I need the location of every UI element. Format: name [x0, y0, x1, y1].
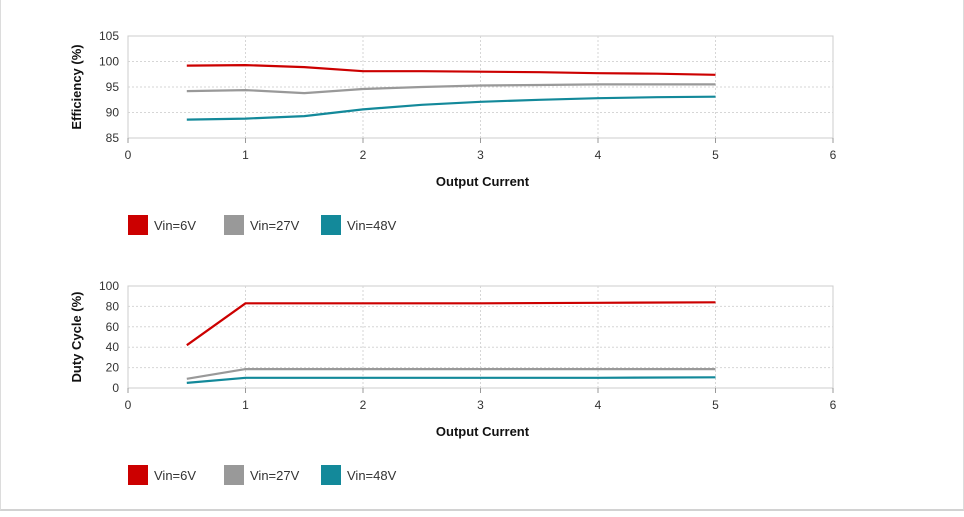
x-tick-label: 0	[125, 148, 132, 162]
legend-swatch	[321, 215, 341, 235]
legend-swatch	[128, 215, 148, 235]
x-tick-label: 1	[242, 148, 249, 162]
y-tick-label: 100	[99, 55, 119, 69]
x-tick-label: 2	[360, 148, 367, 162]
series-line-vin-48v	[186, 95, 716, 121]
legend: Vin=6V Vin=27V Vin=48V	[128, 465, 397, 485]
x-tick-label: 2	[360, 398, 367, 412]
x-tick-label: 6	[830, 398, 837, 412]
x-tick-label: 6	[830, 148, 837, 162]
x-tick-label: 1	[242, 398, 249, 412]
legend-swatch	[224, 215, 244, 235]
legend-swatch	[128, 465, 148, 485]
x-tick-label: 5	[712, 398, 719, 412]
y-tick-label: 40	[106, 340, 120, 354]
x-axis-label: Output Current	[436, 174, 530, 189]
legend-swatch	[224, 465, 244, 485]
series-line-vin-6v	[186, 301, 716, 347]
legend-label: Vin=27V	[250, 468, 300, 483]
chart-1: 0 1 2 3 4 5 6 85 90 95 100 105 Output Current Efficie…	[69, 29, 837, 235]
series-line-vin-27v	[186, 83, 716, 95]
x-tick-label: 3	[477, 148, 484, 162]
plot-area	[127, 285, 834, 389]
y-tick-label: 90	[106, 106, 120, 120]
legend-label: Vin=6V	[154, 468, 196, 483]
legend-label: Vin=27V	[250, 218, 300, 233]
y-tick-label: 0	[112, 381, 119, 395]
y-axis-label: Efficiency (%)	[69, 44, 84, 129]
x-tick-label: 4	[595, 148, 602, 162]
legend-label: Vin=6V	[154, 218, 196, 233]
y-tick-label: 95	[106, 80, 120, 94]
series-line-vin-48v	[186, 376, 716, 384]
x-tick-label: 3	[477, 398, 484, 412]
x-axis-label: Output Current	[436, 424, 530, 439]
y-tick-label: 60	[106, 320, 120, 334]
y-axis-label: Duty Cycle (%)	[69, 291, 84, 382]
legend-swatch	[321, 465, 341, 485]
legend-label: Vin=48V	[347, 468, 397, 483]
x-tick-label: 0	[125, 398, 132, 412]
y-tick-label: 105	[99, 29, 119, 43]
y-tick-label: 20	[106, 361, 120, 375]
y-tick-label: 100	[99, 279, 119, 293]
legend: Vin=6V Vin=27V Vin=48V	[128, 215, 397, 235]
x-tick-label: 4	[595, 398, 602, 412]
y-tick-label: 85	[106, 131, 120, 145]
legend-label: Vin=48V	[347, 218, 397, 233]
series-line-vin-6v	[186, 63, 716, 76]
y-tick-label: 80	[106, 299, 120, 313]
series-line-vin-27v	[186, 368, 716, 380]
x-tick-label: 5	[712, 148, 719, 162]
